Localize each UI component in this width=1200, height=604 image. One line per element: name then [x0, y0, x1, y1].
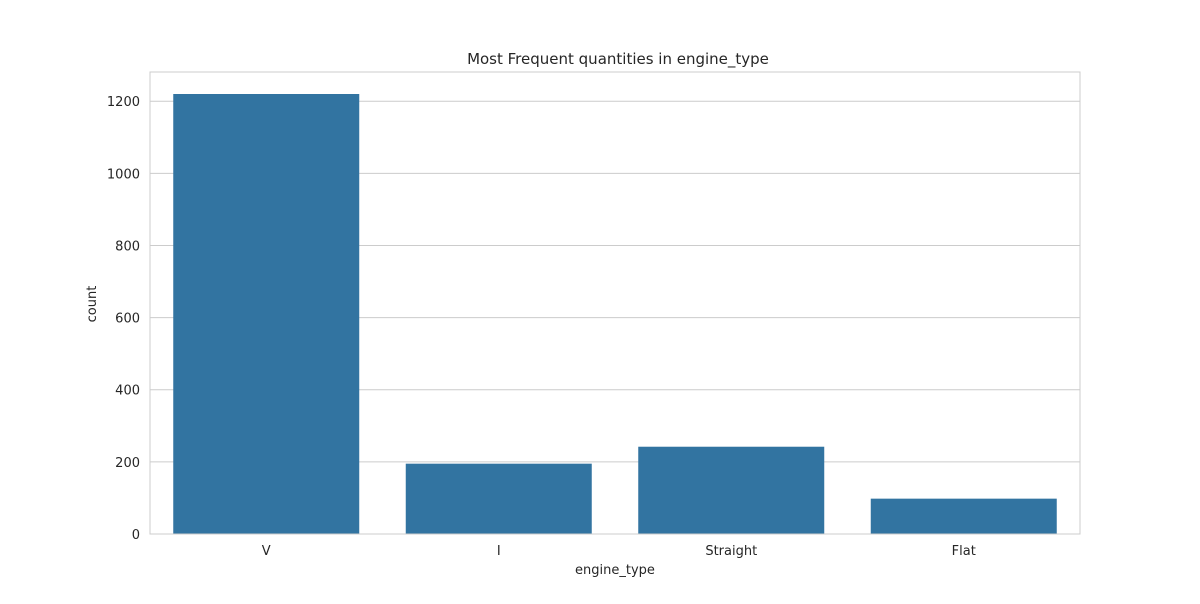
x-tick-label: V: [262, 544, 271, 559]
x-axis-label: engine_type: [575, 563, 655, 578]
x-tick-label: Flat: [952, 544, 976, 559]
y-tick-labels: 0 200 400 600 800 1000 1200: [107, 95, 140, 543]
x-tick-label: Straight: [705, 544, 757, 559]
bar-straight: [638, 446, 825, 534]
bar-v: [173, 94, 360, 534]
y-tick-label: 400: [115, 384, 140, 399]
plot-frame: [149, 71, 1081, 535]
chart-title: Most Frequent quantities in engine_type: [467, 50, 769, 69]
y-axis-label: count: [85, 286, 100, 323]
y-tick-label: 0: [132, 528, 140, 543]
x-tick-labels: V I Straight Flat: [262, 544, 976, 559]
y-tick-label: 200: [115, 456, 140, 471]
y-tick-label: 800: [115, 239, 140, 254]
y-tick-label: 600: [115, 312, 140, 327]
y-tick-label: 1200: [107, 95, 140, 110]
bars: [173, 94, 1057, 534]
bar-i: [405, 463, 592, 534]
y-tick-label: 1000: [107, 167, 140, 182]
bar-flat: [870, 498, 1057, 534]
x-tick-label: I: [497, 544, 501, 559]
